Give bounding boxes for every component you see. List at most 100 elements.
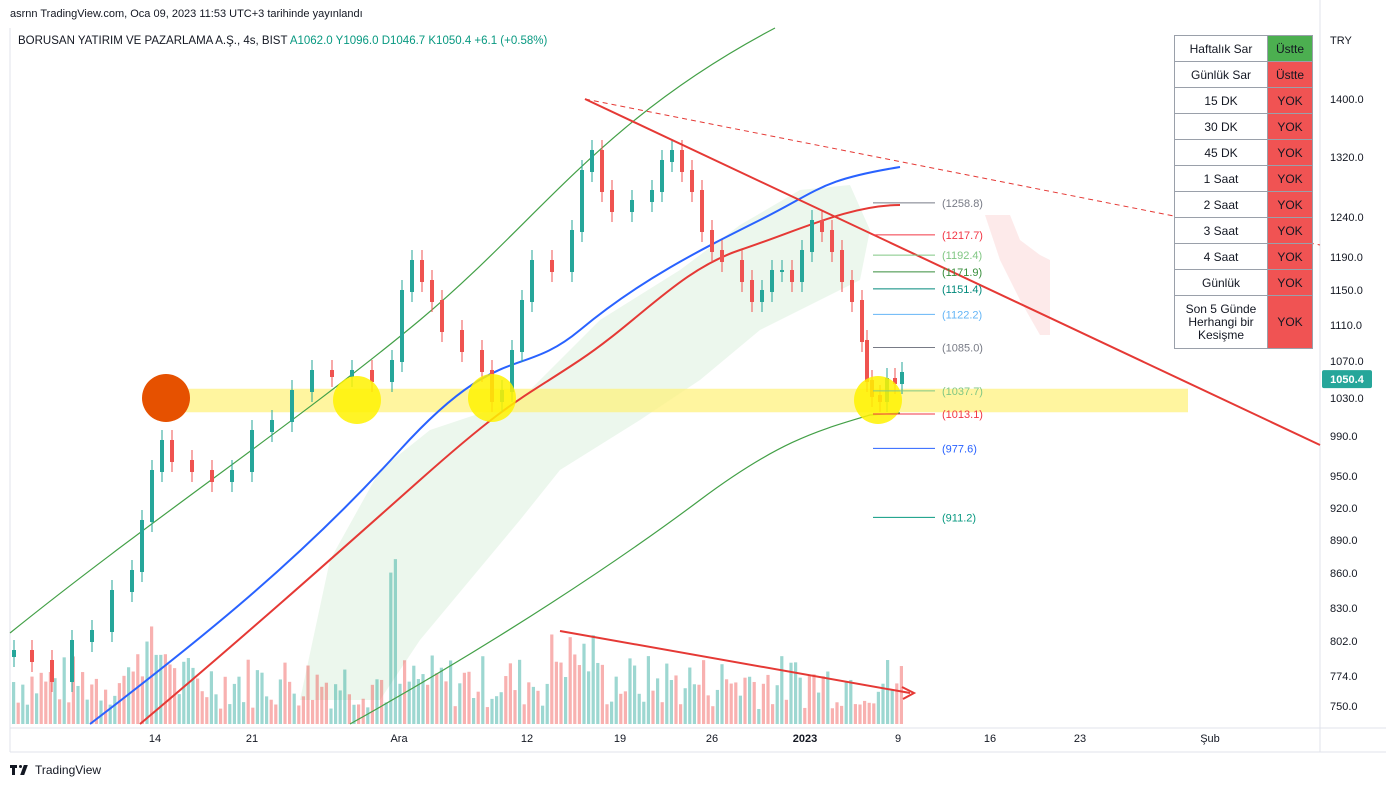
mtf-timeframe-label: Son 5 Günde Herhangi bir Kesişme (1174, 295, 1268, 349)
mtf-row: 15 DK YOK (1174, 87, 1313, 114)
mtf-status-cell: Üstte (1267, 61, 1313, 88)
candle-body (230, 470, 234, 482)
volume-bar (702, 660, 706, 724)
mtf-timeframe-label: Günlük (1174, 269, 1268, 296)
volume-trendline-arrow (901, 686, 917, 700)
volume-bar (591, 635, 595, 724)
volume-bar (444, 681, 448, 724)
volume-bar (614, 676, 618, 724)
volume-bar (472, 697, 476, 724)
level-label: (1171.9) (942, 267, 982, 279)
candle-body (550, 260, 554, 272)
volume-bar (674, 675, 678, 724)
volume-bar (720, 664, 724, 724)
marker-orange-circle (142, 374, 190, 422)
volume-bar (476, 691, 480, 724)
volume-bar (145, 641, 149, 724)
candle-body (150, 470, 154, 522)
symbol-name[interactable]: BORUSAN YATIRIM VE PAZARLAMA A.Ş., 4s, B… (18, 35, 288, 47)
volume-bar (743, 677, 747, 724)
volume-bar (853, 704, 857, 724)
mtf-timeframe-label: 15 DK (1174, 87, 1268, 114)
candle-body (420, 260, 424, 282)
candle-body (850, 280, 854, 302)
volume-bar (99, 700, 103, 724)
volume-bar (775, 685, 779, 724)
candle-body (800, 250, 804, 282)
candle-body (90, 630, 94, 642)
volume-bar (646, 656, 650, 724)
candle-body (290, 390, 294, 422)
volume-bar (127, 667, 131, 724)
volume-bar (651, 690, 655, 724)
mtf-timeframe-label: Günlük Sar (1174, 61, 1268, 88)
volume-bar (683, 688, 687, 724)
volume-bar (292, 693, 296, 724)
volume-bar (541, 705, 545, 724)
time-tick-label: 12 (521, 733, 533, 745)
volume-bar (67, 702, 71, 724)
level-label: (1192.4) (942, 250, 982, 262)
volume-bar (715, 689, 719, 724)
volume-bar (798, 677, 802, 724)
volume-bar (407, 681, 411, 724)
mtf-timeframe-label: 4 Saat (1174, 243, 1268, 270)
volume-bar (706, 695, 710, 724)
volume-bar (182, 661, 186, 724)
candle-body (270, 420, 274, 432)
price-tick-label: 802.0 (1330, 636, 1358, 648)
volume-bar (366, 707, 370, 724)
mtf-row: Günlük YOK (1174, 269, 1313, 296)
volume-bar (780, 656, 784, 724)
volume-bar (283, 662, 287, 724)
mtf-row: 45 DK YOK (1174, 139, 1313, 166)
volume-bar (637, 693, 641, 724)
currency-label[interactable]: TRY (1330, 35, 1352, 47)
volume-bar (679, 704, 683, 724)
candle-body (140, 520, 144, 572)
volume-bar (338, 690, 342, 724)
volume-bar (771, 704, 775, 724)
volume-bar (633, 665, 637, 724)
volume-bar (449, 660, 453, 724)
price-tick-label: 830.0 (1330, 603, 1358, 615)
volume-bar (435, 673, 439, 724)
volume-bar (821, 676, 825, 724)
volume-bar (886, 660, 890, 724)
volume-bar (697, 684, 701, 724)
mtf-timeframe-label: 3 Saat (1174, 217, 1268, 244)
volume-bar (288, 681, 292, 724)
volume-bar (76, 685, 80, 724)
volume-bar (228, 704, 232, 724)
mtf-status-cell: YOK (1267, 243, 1313, 270)
price-tick-label: 890.0 (1330, 535, 1358, 547)
price-tick-label: 860.0 (1330, 568, 1358, 580)
candle-body (750, 280, 754, 302)
volume-bar (163, 654, 167, 724)
volume-bar (761, 683, 765, 724)
volume-bar (430, 655, 434, 724)
volume-bar (559, 662, 563, 724)
time-tick-label: 23 (1074, 733, 1086, 745)
volume-bar (628, 658, 632, 724)
candle-body (900, 372, 904, 384)
mtf-status-cell: YOK (1267, 139, 1313, 166)
volume-bar (380, 679, 384, 724)
volume-bar (44, 681, 48, 724)
volume-bar (140, 676, 144, 724)
mtf-status-cell: YOK (1267, 217, 1313, 244)
time-tick-label: 9 (895, 733, 901, 745)
last-price-badge (1322, 370, 1372, 389)
mtf-timeframe-label: 1 Saat (1174, 165, 1268, 192)
candle-body (170, 440, 174, 462)
volume-bar (122, 675, 126, 724)
volume-bar (214, 694, 218, 724)
ichimoku-cloud-red (985, 215, 1050, 335)
mtf-row: 2 Saat YOK (1174, 191, 1313, 218)
candle-body (480, 350, 484, 372)
level-label: (1258.8) (942, 198, 983, 210)
candle-body (130, 570, 134, 592)
footer-brand[interactable]: TradingView (10, 763, 101, 777)
volume-bar (490, 698, 494, 724)
